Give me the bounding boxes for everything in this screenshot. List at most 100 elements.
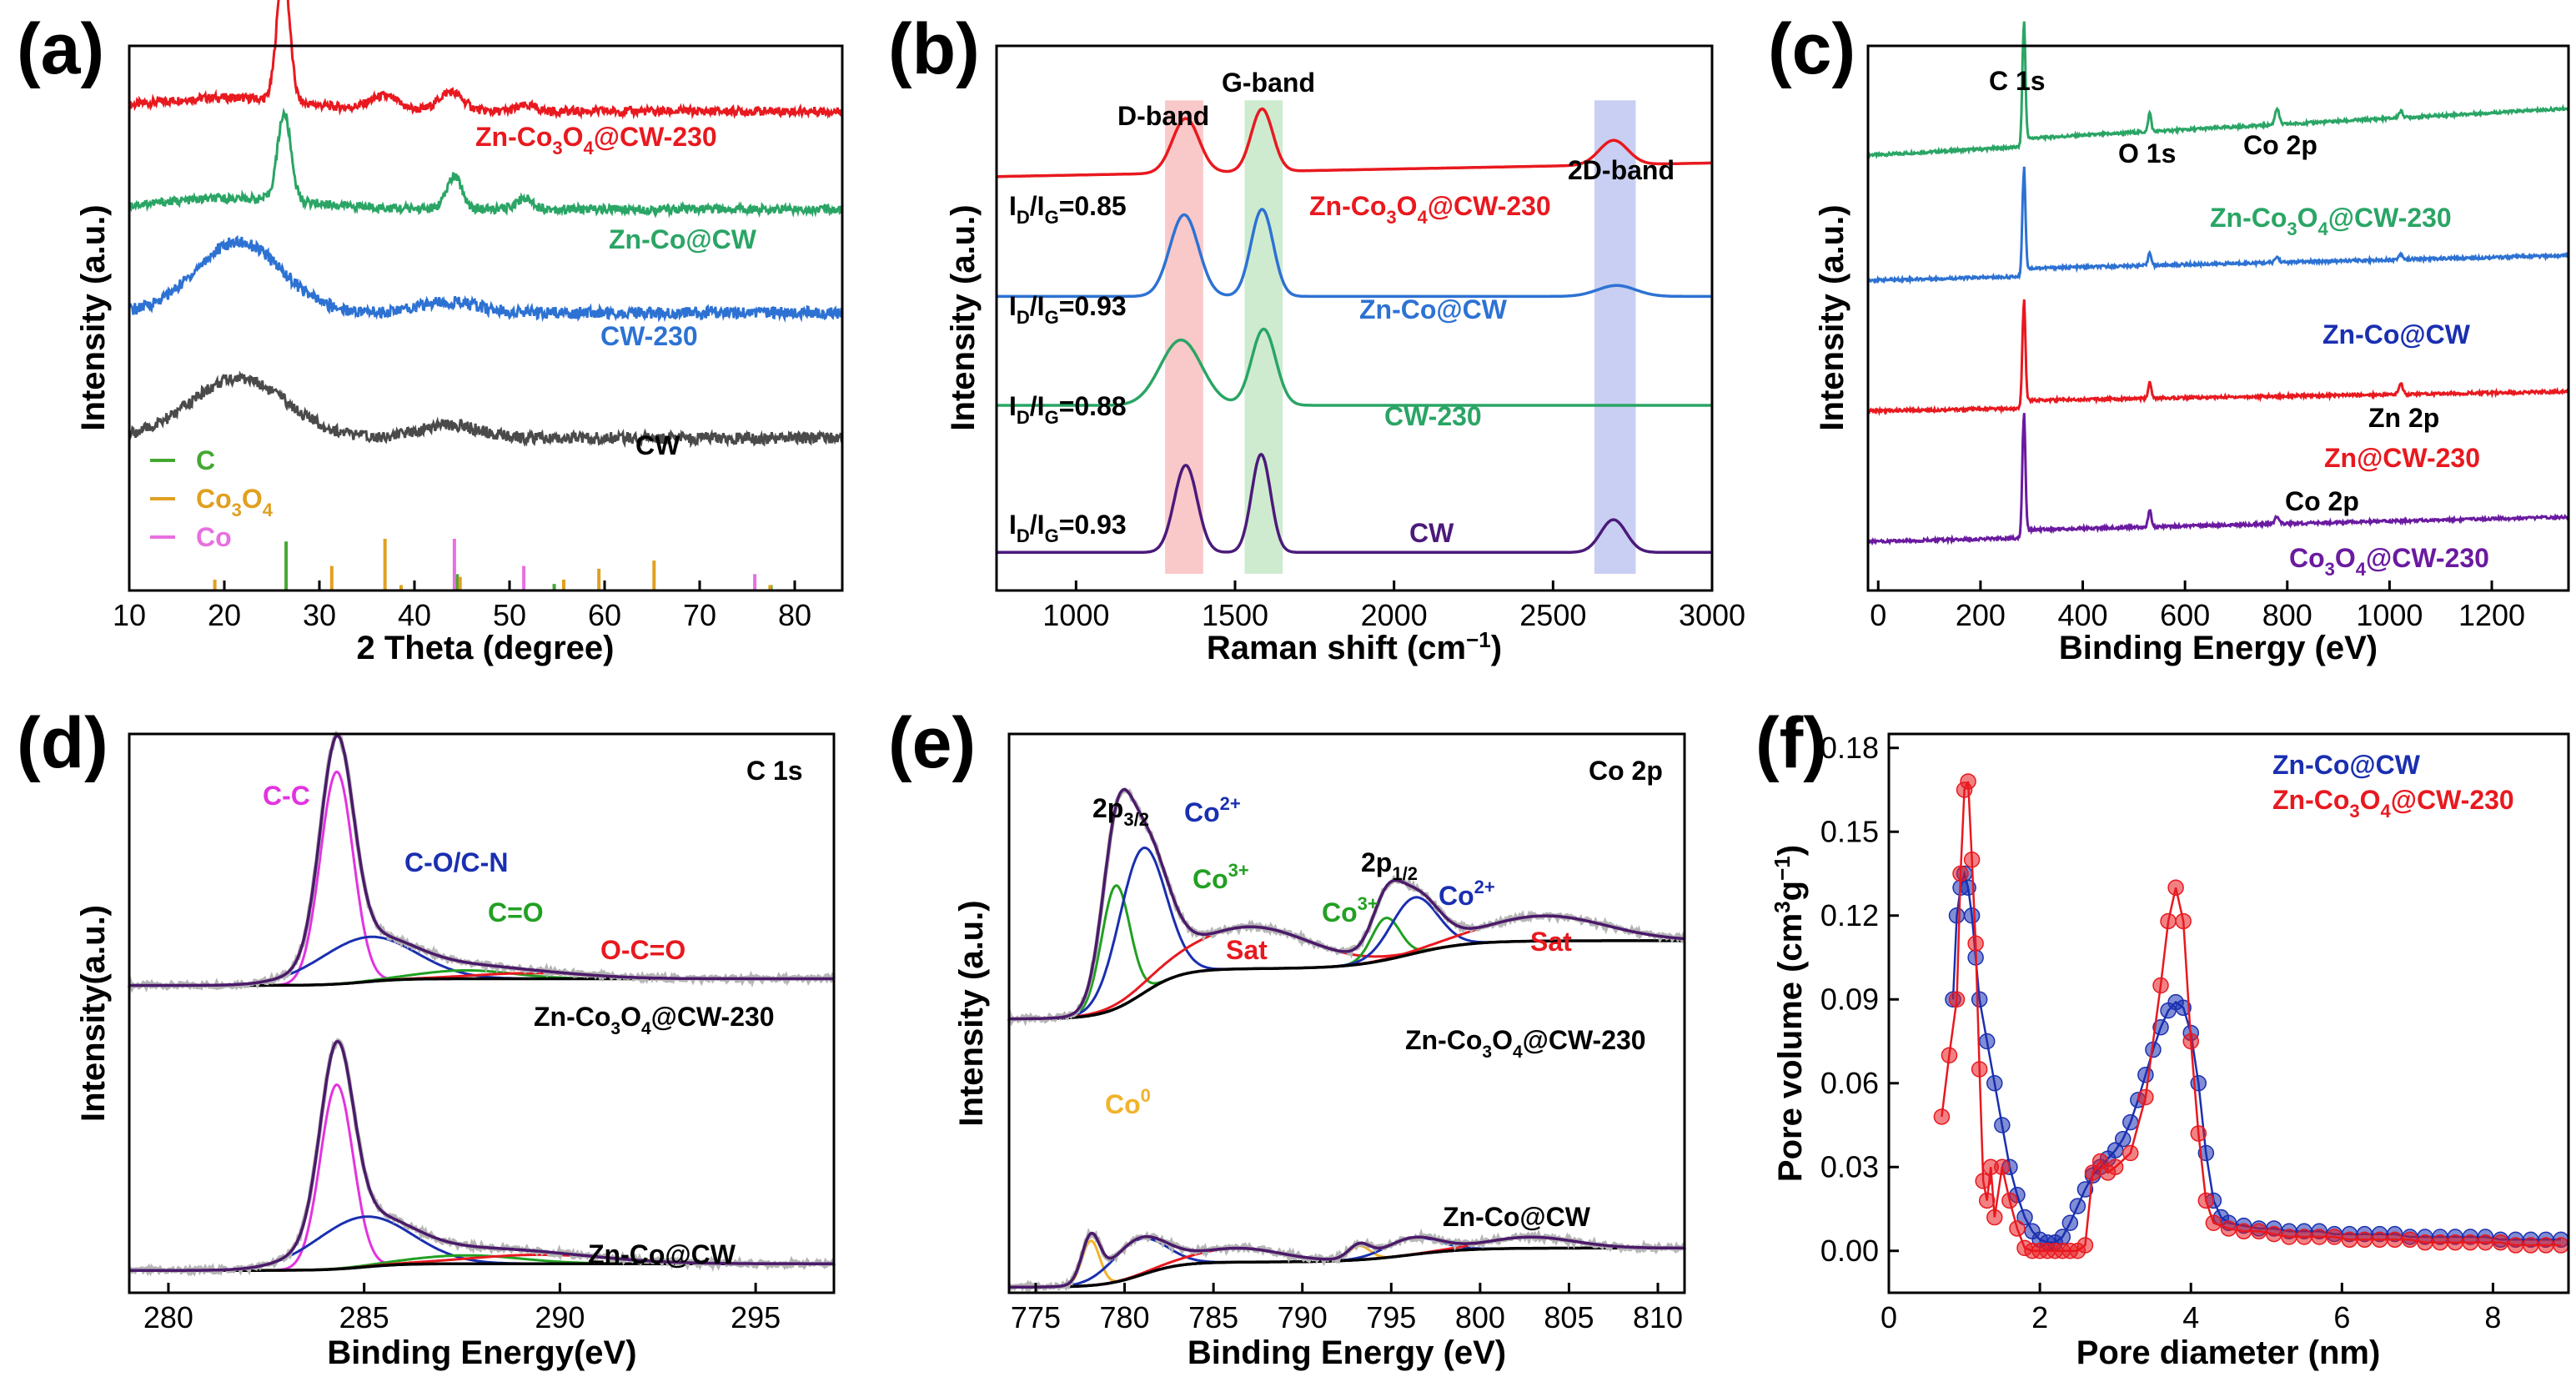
envelope-fit xyxy=(1009,787,1685,1021)
panel-d-label-zn-co: Zn-Co@CW xyxy=(588,1239,736,1269)
pore-point xyxy=(2205,1214,2222,1231)
pore-point xyxy=(2152,1019,2169,1036)
x-tick-label: 600 xyxy=(2160,598,2210,632)
pore-point xyxy=(2197,1192,2215,1209)
x-tick-label: 50 xyxy=(493,598,526,632)
pore-point xyxy=(1960,773,1976,790)
band-label-d: D-band xyxy=(1117,101,1209,131)
panel-d-label: (d) xyxy=(17,703,108,783)
pore-point xyxy=(2091,1153,2109,1170)
panel-c-frame xyxy=(1866,44,2570,592)
label-e-co3-b: Co3+ xyxy=(1322,893,1378,927)
pore-point xyxy=(1963,852,1981,868)
pore-point xyxy=(2235,1223,2252,1240)
pore-point xyxy=(2160,912,2177,930)
panel-c-ylabel: Intensity (a.u.) xyxy=(1814,204,1850,430)
pore-point xyxy=(2190,1125,2207,1142)
peak-label-c1s: C 1s xyxy=(1989,66,2046,96)
x-tick-label: 285 xyxy=(339,1300,389,1334)
pore-point xyxy=(2197,1144,2215,1162)
pore-point xyxy=(1971,1061,1988,1078)
panel-a-label-cw: CW xyxy=(635,430,680,460)
pore-point xyxy=(2016,1209,2033,1226)
pore-point xyxy=(2182,1033,2199,1050)
y-tick-label: 0.06 xyxy=(1820,1066,1879,1100)
pore-point xyxy=(2220,1220,2237,1237)
x-tick-label: 1000 xyxy=(1042,598,1109,632)
panel-f-legend-zn-co: Zn-Co@CW xyxy=(2272,750,2421,780)
x-tick-label: 790 xyxy=(1278,1300,1328,1334)
label-e-2p32: 2p3/2 xyxy=(1092,793,1149,830)
panel-e-ylabel: Intensity (a.u.) xyxy=(953,900,990,1126)
pore-point xyxy=(1933,1108,1951,1125)
pore-point xyxy=(2266,1225,2282,1243)
pore-point xyxy=(2507,1237,2524,1254)
pore-point xyxy=(2553,1237,2569,1254)
x-tick-label: 280 xyxy=(143,1300,193,1334)
pore-point xyxy=(1948,991,1966,1008)
pore-point xyxy=(1978,1033,1996,1050)
panel-f-xticks: 0 2 4 6 8 xyxy=(1881,1283,2501,1334)
panel-c: (c) 0 200 400 600 800 1000 1200 Binding Energy… xyxy=(1768,9,2570,666)
pore-point xyxy=(2001,1192,2018,1209)
pore-point xyxy=(2076,1237,2094,1254)
panel-b-label: (b) xyxy=(888,9,980,89)
pore-point xyxy=(1994,1117,2011,1133)
panel-f-frame xyxy=(1887,732,2570,1294)
panel-f-ylabel: Pore volume (cm3g−1) xyxy=(1770,845,1809,1182)
label-e-sat-a: Sat xyxy=(1226,935,1268,965)
pore-point xyxy=(2106,1158,2124,1175)
panel-b-frame xyxy=(995,44,1714,592)
pore-point xyxy=(2432,1234,2448,1251)
panel-b-label-cw230: CW-230 xyxy=(1384,401,1482,431)
panel-f-legend-zn-co3o4: Zn-Co3O4@CW-230 xyxy=(2272,785,2514,822)
pore-point xyxy=(2417,1234,2433,1251)
label-e-co2-b: Co2+ xyxy=(1439,877,1495,911)
pore-point xyxy=(2522,1237,2539,1254)
raman-series-1 xyxy=(997,208,1712,299)
x-tick-label: 810 xyxy=(1633,1300,1683,1334)
label-d-occo: O-C=O xyxy=(600,935,685,965)
pore-point xyxy=(2311,1229,2327,1245)
panel-b-label-zn-co3o4: Zn-Co3O4@CW-230 xyxy=(1309,191,1551,228)
xps-survey-series-2 xyxy=(1866,299,2569,416)
xps-survey-series-1 xyxy=(1866,166,2570,285)
xps-survey-series-3 xyxy=(1867,413,2569,546)
x-tick-label: 1000 xyxy=(2356,598,2423,632)
label-e-co2-a: Co2+ xyxy=(1184,793,1241,827)
pore-point xyxy=(2122,1113,2139,1131)
panel-e-xlabel: Binding Energy (eV) xyxy=(1188,1334,1506,1371)
panel-b-label-cw: CW xyxy=(1409,518,1454,548)
pore-point xyxy=(2386,1231,2403,1249)
panel-a-xticks: 10 20 30 40 50 60 70 80 xyxy=(113,580,811,632)
x-tick-label: 780 xyxy=(1100,1300,1150,1334)
pore-point xyxy=(1941,1047,1958,1063)
pore-point xyxy=(2281,1229,2297,1245)
panel-c-label: (c) xyxy=(1768,9,1855,89)
x-tick-label: 200 xyxy=(1956,598,2006,632)
y-tick-label: 0.00 xyxy=(1820,1234,1879,1268)
panel-c-label-co3o4: Co3O4@CW-230 xyxy=(2289,543,2489,580)
x-tick-label: 4 xyxy=(2182,1300,2199,1334)
xps-survey-series-0 xyxy=(1866,21,2570,159)
pore-point xyxy=(1994,1158,2011,1175)
pore-point xyxy=(1986,1075,2003,1092)
label-e-co3-a: Co3+ xyxy=(1193,860,1249,894)
panel-e-label: (e) xyxy=(888,703,976,783)
x-tick-label: 30 xyxy=(303,598,336,632)
raman-series-3 xyxy=(997,452,1712,555)
legend-a-c: C xyxy=(196,445,215,475)
pore-point xyxy=(2462,1234,2479,1251)
y-tick-label: 0.15 xyxy=(1820,814,1879,848)
label-d-c-o-double: C=O xyxy=(488,897,544,927)
panel-b-plot xyxy=(997,107,1712,555)
panel-b-label-zn-co: Zn-Co@CW xyxy=(1359,294,1508,324)
ratio-3: ID/IG=0.88 xyxy=(1009,391,1127,428)
band-label-2d: 2D-band xyxy=(1568,155,1675,185)
panel-c-xticks: 0 200 400 600 800 1000 1200 xyxy=(1870,580,2525,632)
pore-point xyxy=(2076,1181,2094,1198)
x-tick-label: 785 xyxy=(1188,1300,1238,1334)
raw-data xyxy=(128,1038,836,1277)
panel-e-plot xyxy=(1007,787,1687,1294)
